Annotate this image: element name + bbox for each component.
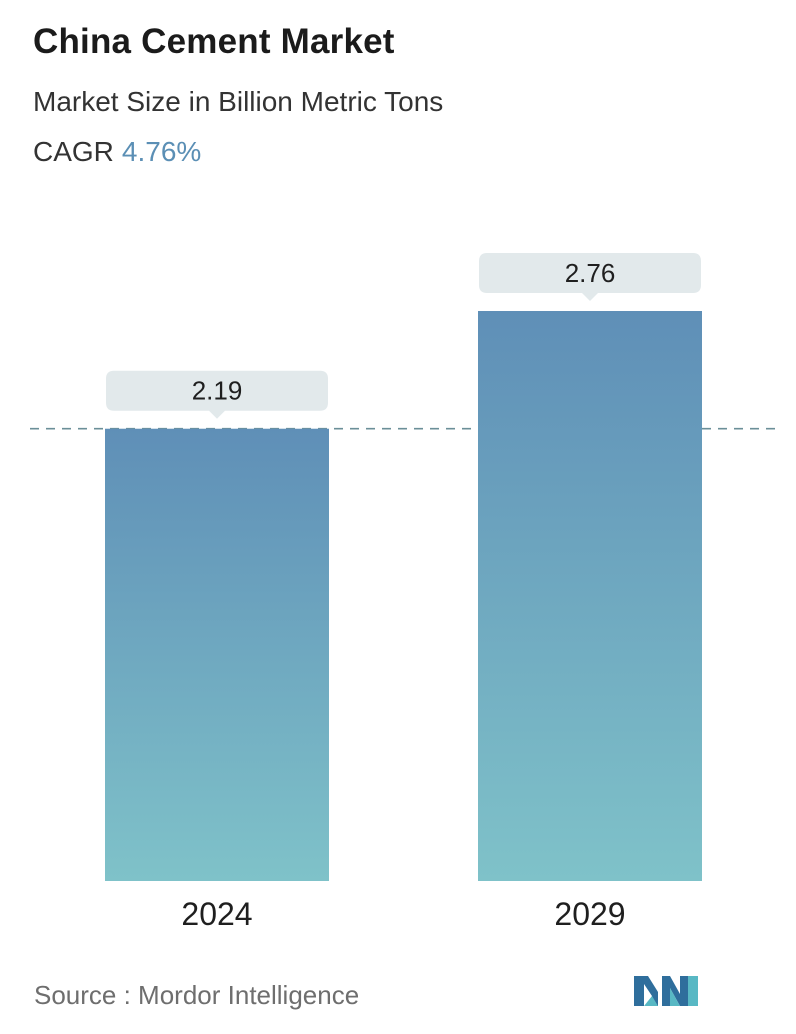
bar-chart: 2.19 2024 2.76 2029 bbox=[30, 253, 782, 932]
cagr-line: CAGR 4.76% bbox=[33, 136, 201, 168]
data-label: 2.19 bbox=[192, 376, 243, 406]
data-label-box bbox=[479, 253, 701, 301]
bar-2029 bbox=[478, 311, 702, 881]
chart-subtitle: Market Size in Billion Metric Tons bbox=[33, 86, 444, 117]
cagr-value: 4.76% bbox=[121, 136, 202, 167]
x-tick-label: 2024 bbox=[181, 896, 252, 932]
source-text: Source : Mordor Intelligence bbox=[34, 980, 360, 1010]
bar-2024 bbox=[105, 428, 329, 881]
data-label-box bbox=[106, 370, 328, 419]
data-label: 2.76 bbox=[565, 258, 616, 288]
chart-title: China Cement Market bbox=[33, 22, 395, 61]
cagr-label: CAGR bbox=[33, 136, 114, 167]
x-tick-label: 2029 bbox=[554, 896, 625, 932]
mordor-intelligence-logo bbox=[634, 976, 698, 1006]
